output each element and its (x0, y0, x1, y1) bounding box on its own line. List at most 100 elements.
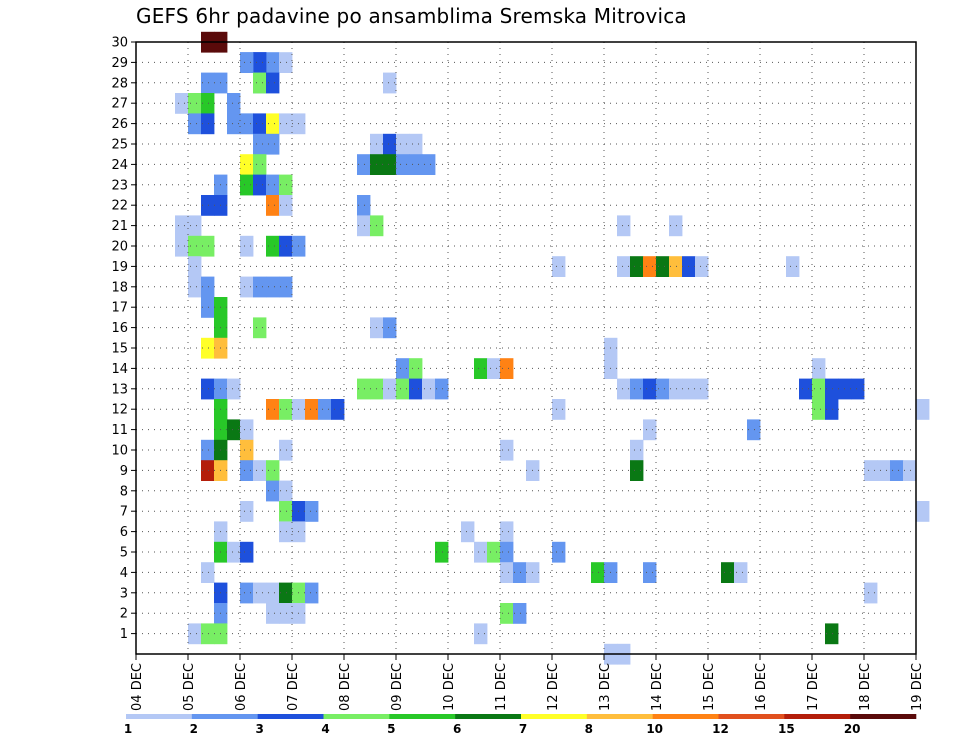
x-tick-label: 12 DEC (546, 663, 561, 711)
heatmap-cell (201, 276, 215, 298)
heatmap-cell (279, 582, 293, 604)
x-tick-label: 18 DEC (858, 663, 873, 711)
heatmap-cell (253, 52, 267, 73)
heatmap-cell (656, 378, 670, 400)
heatmap-cell (253, 113, 267, 135)
heatmap-cell (240, 276, 254, 298)
heatmap-cell (279, 603, 293, 624)
chart-title: GEFS 6hr padavine po ansamblima Sremska … (136, 4, 687, 28)
heatmap-cell (552, 541, 566, 563)
heatmap-cell (279, 501, 293, 522)
heatmap-cell (266, 276, 280, 298)
heatmap-cell (903, 460, 917, 481)
heatmap-cell (643, 256, 657, 277)
heatmap-cell (227, 419, 241, 441)
heatmap-cell (266, 72, 280, 94)
heatmap-cell (266, 399, 280, 420)
heatmap-cell (422, 154, 436, 175)
colorbar-label: 7 (519, 722, 527, 736)
heatmap-cell (591, 562, 605, 583)
heatmap-cell (409, 378, 423, 400)
heatmap-cell (812, 358, 826, 379)
heatmap-cell (279, 439, 293, 461)
heatmap-cell (669, 215, 683, 237)
heatmap-cell (188, 215, 202, 237)
heatmap-cell (630, 460, 644, 481)
heatmap-cell (630, 378, 644, 400)
heatmap-cell (227, 93, 241, 114)
x-tick-label: 04 DEC (130, 663, 145, 711)
y-tick-label: 15 (111, 342, 128, 357)
y-tick-label: 30 (111, 36, 128, 51)
heatmap-cell (253, 174, 267, 196)
heatmap-cell (279, 174, 293, 196)
heatmap-cell (357, 195, 371, 216)
heatmap-cell (240, 501, 254, 522)
heatmap-cell (630, 256, 644, 277)
heatmap-cell (266, 133, 280, 155)
heatmap-cell (864, 582, 878, 604)
heatmap-cell (201, 93, 215, 114)
heatmap-cell (266, 460, 280, 481)
heatmap-cell (799, 378, 813, 400)
colorbar-label: 2 (190, 722, 198, 736)
heatmap-cell (201, 337, 215, 359)
y-tick-label: 24 (111, 158, 128, 173)
y-tick-label: 13 (111, 382, 128, 397)
heatmap-cell (201, 562, 215, 583)
heatmap-cell (864, 460, 878, 481)
heatmap-cell (409, 358, 423, 379)
colorbar-swatch (521, 714, 588, 719)
heatmap-cell (266, 113, 280, 135)
heatmap-cell (266, 480, 280, 502)
heatmap-cell (201, 378, 215, 400)
heatmap-cell (890, 460, 904, 481)
heatmap-cell (487, 358, 501, 379)
heatmap-cell (279, 113, 293, 135)
x-tick-label: 19 DEC (910, 663, 925, 711)
x-tick-label: 08 DEC (338, 663, 353, 711)
heatmap-cell (734, 562, 748, 583)
heatmap-cell (851, 378, 865, 400)
heatmap-cell (357, 215, 371, 237)
heatmap-cell (825, 623, 839, 645)
heatmap-cell (552, 256, 566, 277)
y-tick-label: 18 (111, 280, 128, 295)
y-tick-label: 29 (111, 56, 128, 71)
heatmap-cell (175, 235, 189, 257)
heatmap-cell (357, 154, 371, 175)
x-tick-label: 11 DEC (494, 663, 509, 711)
heatmap-cell (318, 399, 332, 420)
heatmap-cell (396, 358, 410, 379)
heatmap-cell (266, 582, 280, 604)
y-tick-label: 28 (111, 76, 128, 91)
heatmap-cell (617, 378, 631, 400)
heatmap-cell (643, 419, 657, 441)
heatmap-cell (383, 154, 397, 175)
heatmap-cell (253, 582, 267, 604)
y-tick-label: 3 (120, 586, 128, 601)
heatmap-cell (175, 93, 189, 114)
y-tick-label: 4 (120, 566, 128, 581)
heatmap-cell (175, 215, 189, 237)
heatmap-cell (513, 603, 527, 624)
y-tick-label: 9 (120, 464, 128, 479)
y-tick-label: 22 (111, 199, 128, 214)
heatmap-cell (201, 72, 215, 94)
heatmap-cell (266, 174, 280, 196)
heatmap-cell (656, 256, 670, 277)
colorbar-label: 5 (387, 722, 395, 736)
heatmap-cell (201, 460, 215, 481)
heatmap-cell (188, 276, 202, 298)
x-tick-label: 05 DEC (182, 663, 197, 711)
heatmap-cell (474, 623, 488, 645)
heatmap-cell (812, 399, 826, 420)
heatmap-cell (409, 154, 423, 175)
heatmap-cell (383, 72, 397, 94)
heatmap-cell (786, 256, 800, 277)
y-tick-label: 2 (120, 607, 128, 622)
heatmap-cell (617, 215, 631, 237)
heatmap-cell (240, 113, 254, 135)
heatmap-cell (227, 113, 241, 135)
